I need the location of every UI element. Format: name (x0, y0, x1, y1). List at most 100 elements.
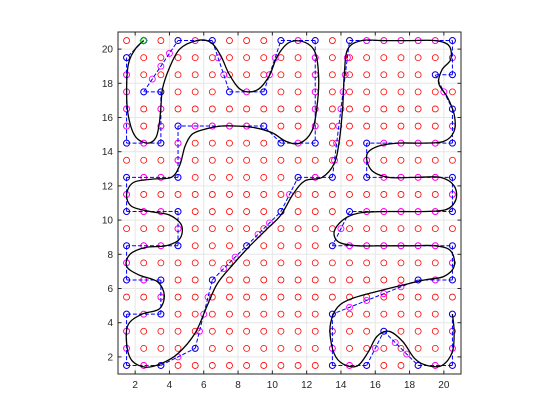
grid-point-marker (294, 259, 302, 267)
grid-point-marker (208, 105, 216, 113)
grid-point-marker (294, 71, 302, 79)
grid-point-marker (140, 156, 148, 164)
grid-point-marker (346, 276, 353, 284)
grid-point-marker (380, 191, 388, 198)
grid-point-marker (208, 71, 216, 79)
grid-point-marker (226, 259, 233, 267)
axes-box (117, 31, 462, 375)
x-tick-label: 8 (235, 380, 241, 391)
visited-point-marker (266, 71, 273, 79)
grid-point-marker (277, 225, 285, 233)
visited-point-marker (311, 122, 319, 130)
visited-point-marker (191, 122, 199, 130)
grid-point-marker (328, 139, 336, 147)
path-node-marker (208, 276, 216, 284)
grid-point-marker (174, 105, 182, 113)
grid-point-marker (311, 259, 319, 267)
grid-point-marker (123, 156, 130, 164)
grid-point-marker (294, 156, 302, 164)
grid-point-marker (226, 327, 233, 335)
grid-point-marker (277, 293, 285, 301)
grid-point-marker (277, 71, 285, 79)
path-segment (331, 40, 351, 178)
grid-point-marker (243, 293, 251, 301)
grid-point-marker (431, 122, 439, 130)
grid-point-marker (431, 259, 439, 267)
visited-point-marker (403, 350, 411, 358)
grid-point-marker (397, 54, 405, 62)
grid-point-marker (277, 242, 285, 250)
visited-point-marker (123, 122, 131, 130)
grid-point-marker (140, 293, 148, 301)
grid-point-marker (311, 276, 319, 284)
grid-point-marker (363, 88, 371, 96)
path-segment (366, 331, 385, 366)
x-tick-label: 16 (370, 380, 382, 391)
path-segment (332, 279, 419, 315)
grid-point-marker (226, 242, 233, 250)
grid-point-marker (174, 293, 182, 301)
path-node-marker (191, 344, 199, 352)
grid-point-marker (328, 208, 336, 215)
grid-point-marker (346, 71, 353, 79)
grid-point-marker (294, 310, 302, 318)
grid-point-marker (191, 259, 199, 267)
grid-point-marker (260, 362, 268, 369)
grid-point-marker (140, 191, 148, 198)
grid-point-marker (260, 191, 268, 198)
grid-point-marker (208, 225, 216, 233)
visited-point-marker (148, 75, 156, 83)
grid-point-marker (243, 208, 251, 215)
grid-point-marker (397, 344, 405, 352)
grid-point-marker (174, 191, 182, 198)
grid-point-marker (380, 54, 388, 62)
grid-point-marker (174, 71, 182, 79)
grid-point-marker (226, 344, 233, 352)
grid-point-marker (294, 54, 302, 62)
grid-point-marker (174, 310, 182, 318)
grid-point-marker (243, 327, 251, 335)
grid-point-marker (397, 71, 405, 79)
grid-point-marker (226, 293, 233, 301)
grid-point-marker (431, 54, 439, 62)
visited-point-marker (337, 105, 345, 113)
x-tick-label: 6 (201, 380, 207, 391)
grid-point-marker (174, 327, 182, 335)
grid-point-marker (260, 310, 268, 318)
grid-point-marker (140, 122, 148, 130)
y-tick-label: 20 (102, 45, 114, 56)
grid-point-marker (363, 105, 371, 113)
grid-point-marker (260, 37, 268, 44)
grid-point-marker (294, 344, 302, 352)
grid-point-marker (243, 156, 251, 164)
grid-point-marker (191, 105, 199, 113)
grid-point-marker (208, 310, 216, 318)
visited-point-marker (346, 303, 353, 311)
grid-point-marker (226, 54, 233, 62)
grid-point-marker (294, 191, 302, 198)
grid-point-marker (277, 156, 285, 164)
grid-point-marker (243, 139, 251, 147)
grid-point-marker (191, 242, 199, 250)
visited-point-marker (440, 88, 448, 96)
grid-point-marker (140, 71, 148, 79)
visited-point-marker (380, 139, 388, 147)
grid-point-marker (346, 310, 353, 318)
start-marker-layer (139, 36, 148, 45)
grid-point-marker (380, 310, 388, 318)
grid-point-marker (431, 105, 439, 113)
grid-point-marker (226, 225, 233, 233)
grid-point-marker (191, 310, 199, 318)
grid-point-marker (191, 88, 199, 96)
y-tick-label: 16 (102, 113, 114, 124)
grid-point-marker (260, 259, 268, 267)
visited-point-marker (165, 49, 173, 57)
grid-point-marker (243, 54, 251, 62)
x-tick-label: 2 (132, 380, 138, 391)
grid-point-marker (380, 156, 388, 164)
y-tick-label: 12 (102, 181, 114, 192)
path-segment (143, 40, 179, 93)
grid-point-marker (397, 362, 405, 369)
grid-point-marker (123, 293, 130, 301)
